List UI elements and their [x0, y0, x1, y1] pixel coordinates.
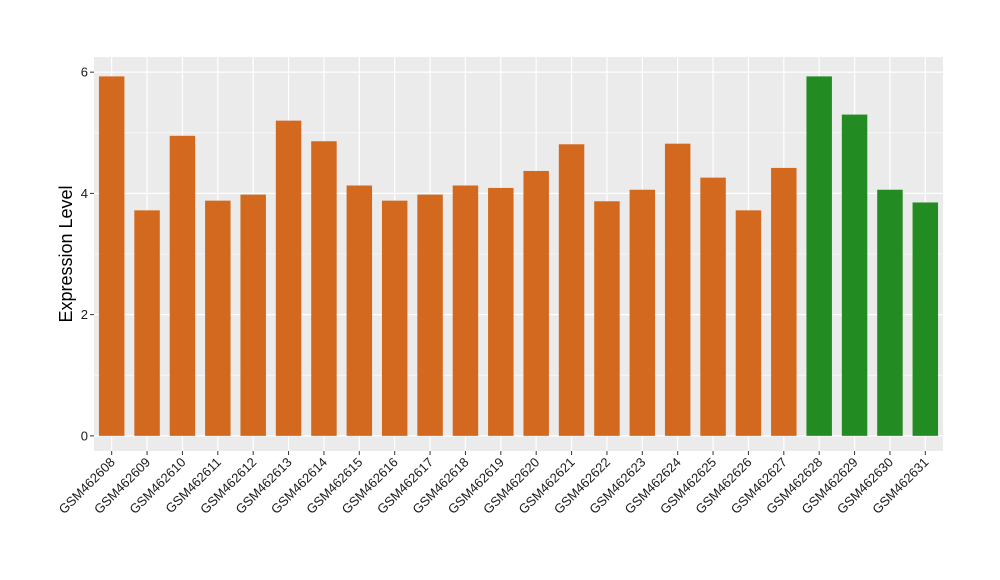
bar — [134, 210, 160, 436]
bar — [98, 76, 125, 436]
bars — [98, 76, 939, 436]
bar — [381, 200, 408, 436]
bar — [806, 76, 832, 436]
y-axis: 0 2 4 6 — [81, 65, 94, 443]
bar — [629, 189, 656, 436]
bar — [664, 143, 691, 436]
y-axis-title: Expression Level — [56, 185, 76, 322]
bar — [523, 170, 549, 436]
y-tick-label: 0 — [81, 428, 88, 443]
y-tick-label: 4 — [81, 186, 88, 201]
bar — [346, 185, 373, 436]
bar — [841, 114, 868, 436]
bar — [275, 120, 302, 436]
bar — [877, 189, 903, 436]
bar — [311, 141, 337, 436]
bar — [771, 167, 797, 436]
x-axis: GSM462608GSM462609GSM462610GSM462611GSM4… — [56, 451, 931, 517]
bar — [417, 194, 443, 436]
bar — [594, 201, 620, 436]
bar — [240, 194, 266, 436]
bar — [700, 177, 726, 436]
bar — [488, 187, 514, 436]
bar — [735, 210, 762, 436]
bar — [558, 144, 585, 436]
bar — [205, 200, 231, 436]
bar — [912, 202, 939, 436]
y-tick-label: 6 — [81, 65, 88, 80]
y-tick-label: 2 — [81, 307, 88, 322]
bar — [452, 185, 479, 436]
bar — [169, 135, 196, 436]
